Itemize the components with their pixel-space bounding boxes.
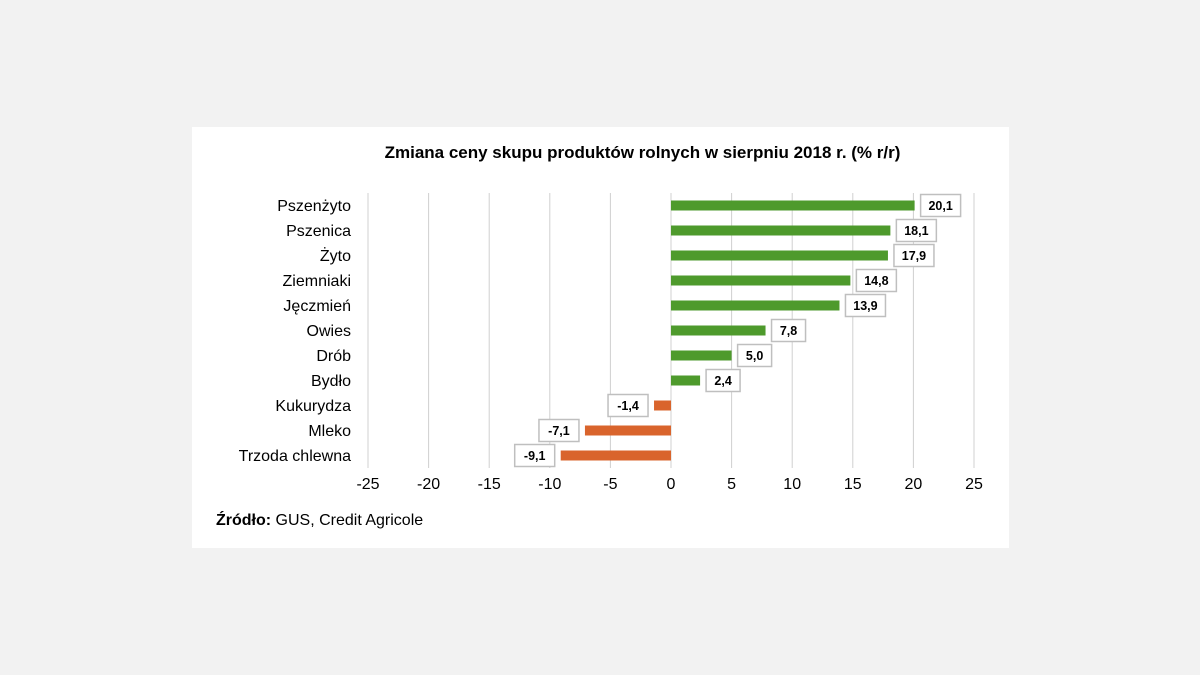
category-label: Pszenżyto <box>277 198 351 215</box>
x-tick-label: 25 <box>965 476 983 493</box>
x-tick-label: 15 <box>844 476 862 493</box>
data-label: 5,0 <box>746 349 763 363</box>
data-label: 7,8 <box>780 324 797 338</box>
bar <box>671 350 732 361</box>
data-label: 13,9 <box>853 299 877 313</box>
source-text: GUS, Credit Agricole <box>271 512 424 529</box>
category-label: Bydło <box>311 373 351 390</box>
data-label-box <box>538 418 580 443</box>
x-tick-label: 10 <box>783 476 801 493</box>
source-note: Źródło: GUS, Credit Agricole <box>216 512 423 530</box>
data-label-box <box>770 318 807 343</box>
data-label: 18,1 <box>904 224 928 238</box>
bar <box>671 300 840 311</box>
data-label-box <box>919 193 962 218</box>
bar <box>671 225 891 236</box>
bar <box>671 325 766 336</box>
bar <box>560 450 671 461</box>
bar <box>584 425 671 436</box>
data-label: -7,1 <box>548 424 570 438</box>
data-label-box <box>607 393 649 418</box>
category-label: Trzoda chlewna <box>239 448 351 465</box>
data-label-box <box>855 268 898 293</box>
data-label: 14,8 <box>864 274 888 288</box>
category-label: Jęczmień <box>283 298 351 315</box>
x-tick-label: 5 <box>727 476 736 493</box>
data-label-box <box>844 293 887 318</box>
x-tick-label: -25 <box>356 476 379 493</box>
data-label: 2,4 <box>714 374 731 388</box>
source-label: Źródło: <box>216 512 272 529</box>
category-label: Żyto <box>320 246 351 265</box>
bar-chart: -25 -20 -15 -10 -5 0 5 10 15 20 25 Pszenżyto 20,1 Psz… <box>239 193 983 493</box>
category-label: Drób <box>316 348 351 365</box>
category-label: Kukurydza <box>275 398 351 415</box>
x-tick-label: -5 <box>603 476 617 493</box>
data-label: 17,9 <box>902 249 926 263</box>
x-tick-label: -15 <box>478 476 501 493</box>
bar <box>671 200 915 211</box>
x-tick-label: -20 <box>417 476 440 493</box>
category-label: Ziemniaki <box>283 273 351 290</box>
data-label: -9,1 <box>524 449 546 463</box>
data-label-box <box>895 218 938 243</box>
category-label: Mleko <box>308 423 351 440</box>
x-tick-label: 20 <box>905 476 923 493</box>
bar <box>671 275 851 286</box>
bar <box>671 375 701 386</box>
chart-title: Zmiana ceny skupu produktów rolnych w si… <box>384 143 901 162</box>
category-label: Pszenica <box>286 223 351 240</box>
data-label-box <box>513 443 556 468</box>
data-label-box <box>893 243 935 268</box>
data-label-box <box>705 368 741 393</box>
data-label-box <box>736 343 773 368</box>
chart-card: Zmiana ceny skupu produktów rolnych w si… <box>192 127 1009 548</box>
bar <box>654 400 671 411</box>
x-tick-label: -10 <box>538 476 561 493</box>
data-label: -1,4 <box>617 399 639 413</box>
bar <box>671 250 888 261</box>
category-label: Owies <box>307 323 351 340</box>
x-tick-label: 0 <box>667 476 676 493</box>
data-label: 20,1 <box>928 199 952 213</box>
